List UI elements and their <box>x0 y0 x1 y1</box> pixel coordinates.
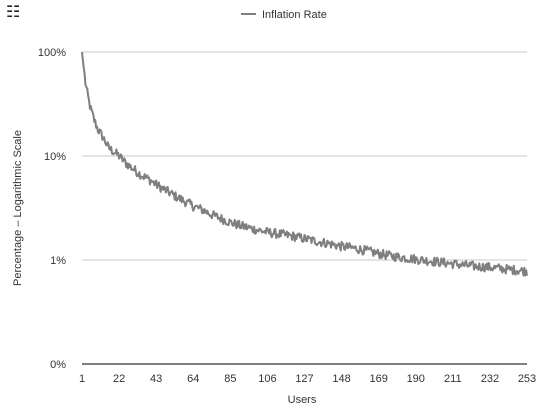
x-tick-label: 127 <box>295 373 313 385</box>
x-tick-label: 1 <box>79 373 85 385</box>
x-tick-label: 211 <box>444 373 462 385</box>
y-tick-label: 10% <box>44 151 66 163</box>
x-tick-label: 43 <box>150 373 162 385</box>
x-tick-label: 85 <box>224 373 236 385</box>
grid-layer <box>82 51 527 365</box>
corner-glyph-icon: ☷ <box>6 2 21 21</box>
x-tick-label: 190 <box>407 373 425 385</box>
y-tick-label: 100% <box>38 47 66 59</box>
x-axis-title: Users <box>288 394 317 406</box>
y-tick-label: 1% <box>50 255 66 267</box>
x-tick-label: 64 <box>187 373 199 385</box>
series-layer <box>81 51 528 277</box>
series-line-inflation-rate <box>81 51 528 277</box>
legend: Inflation Rate <box>241 9 327 21</box>
x-tick-label: 106 <box>258 373 276 385</box>
x-tick-label: 232 <box>481 373 499 385</box>
y-tick-label: 0% <box>50 359 66 371</box>
y-tick-labels: 100% 10% 1% 0% <box>38 47 66 371</box>
legend-label: Inflation Rate <box>262 9 327 21</box>
y-axis-title: Percentage – Logarithmic Scale <box>12 130 24 286</box>
x-tick-label: 22 <box>113 373 125 385</box>
x-tick-label: 148 <box>332 373 350 385</box>
x-tick-label: 253 <box>518 373 536 385</box>
x-tick-label: 169 <box>369 373 387 385</box>
x-tick-labels: 1 22 43 64 85 106 127 148 169 190 211 232 253 <box>79 373 536 385</box>
